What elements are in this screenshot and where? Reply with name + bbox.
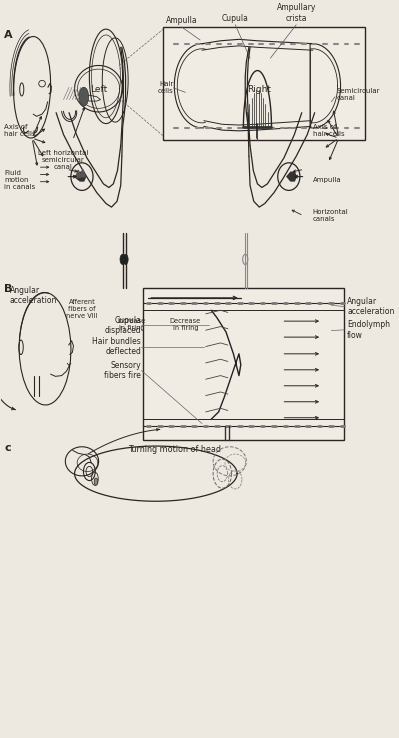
Text: Left: Left [90,85,107,94]
Text: Increase
in firing: Increase in firing [118,317,146,331]
Text: Afferent
fibers of
nerve VIII: Afferent fibers of nerve VIII [66,299,98,319]
Circle shape [123,255,128,264]
Polygon shape [75,172,86,181]
Text: Right: Right [247,85,271,94]
Text: Turning motion of head: Turning motion of head [128,445,221,455]
Polygon shape [287,172,296,181]
Text: Axis of
hair cells: Axis of hair cells [4,124,36,137]
Text: Endolymph
flow: Endolymph flow [347,320,390,339]
Text: Horizontal
canals: Horizontal canals [313,210,349,222]
Text: Ampulla: Ampulla [166,15,198,25]
Text: Hair
cells: Hair cells [158,81,174,94]
Text: c: c [4,443,11,453]
Text: Left horizontal
semicircular
canal: Left horizontal semicircular canal [38,151,89,170]
Text: Angular
acceleration: Angular acceleration [10,286,57,305]
Text: Axis of
hair cells: Axis of hair cells [313,124,344,137]
Circle shape [94,478,98,486]
Text: Decrease
in firing: Decrease in firing [170,317,201,331]
Bar [163,27,365,140]
Text: B: B [4,284,13,294]
Bar [143,289,344,440]
Text: Cupula
displaced: Cupula displaced [105,316,141,335]
Text: Fluid
motion
in canals: Fluid motion in canals [4,170,36,190]
Text: Cupula: Cupula [222,13,249,23]
Text: A: A [4,30,13,40]
Text: Ampulla: Ampulla [313,176,342,182]
Text: Sensory
fibers fire: Sensory fibers fire [104,361,141,380]
Text: Hair bundles
deflected: Hair bundles deflected [92,337,141,356]
Circle shape [120,255,125,264]
Polygon shape [80,169,85,176]
Text: Semicircular
canal: Semicircular canal [337,88,380,101]
Polygon shape [76,170,81,177]
Text: Angular
acceleration: Angular acceleration [347,297,395,317]
Circle shape [79,87,89,106]
Text: Ampullary
crista: Ampullary crista [277,3,316,23]
